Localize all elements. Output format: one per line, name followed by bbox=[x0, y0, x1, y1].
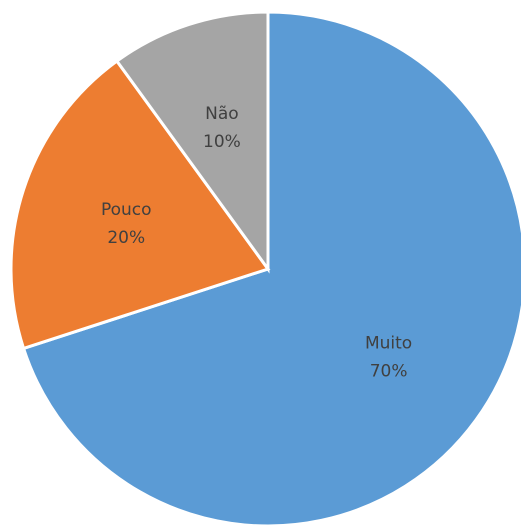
slice-value-label: 10% bbox=[203, 132, 241, 152]
slice-value-label: 70% bbox=[370, 362, 408, 382]
slice-value-label: 20% bbox=[107, 228, 145, 248]
slice-label: Não bbox=[205, 104, 239, 124]
pie-slice bbox=[21, 10, 521, 528]
pie-slice bbox=[9, 58, 271, 351]
pie-slice bbox=[114, 10, 270, 274]
slice-label: Pouco bbox=[101, 200, 152, 220]
slice-label: Muito bbox=[365, 334, 412, 354]
